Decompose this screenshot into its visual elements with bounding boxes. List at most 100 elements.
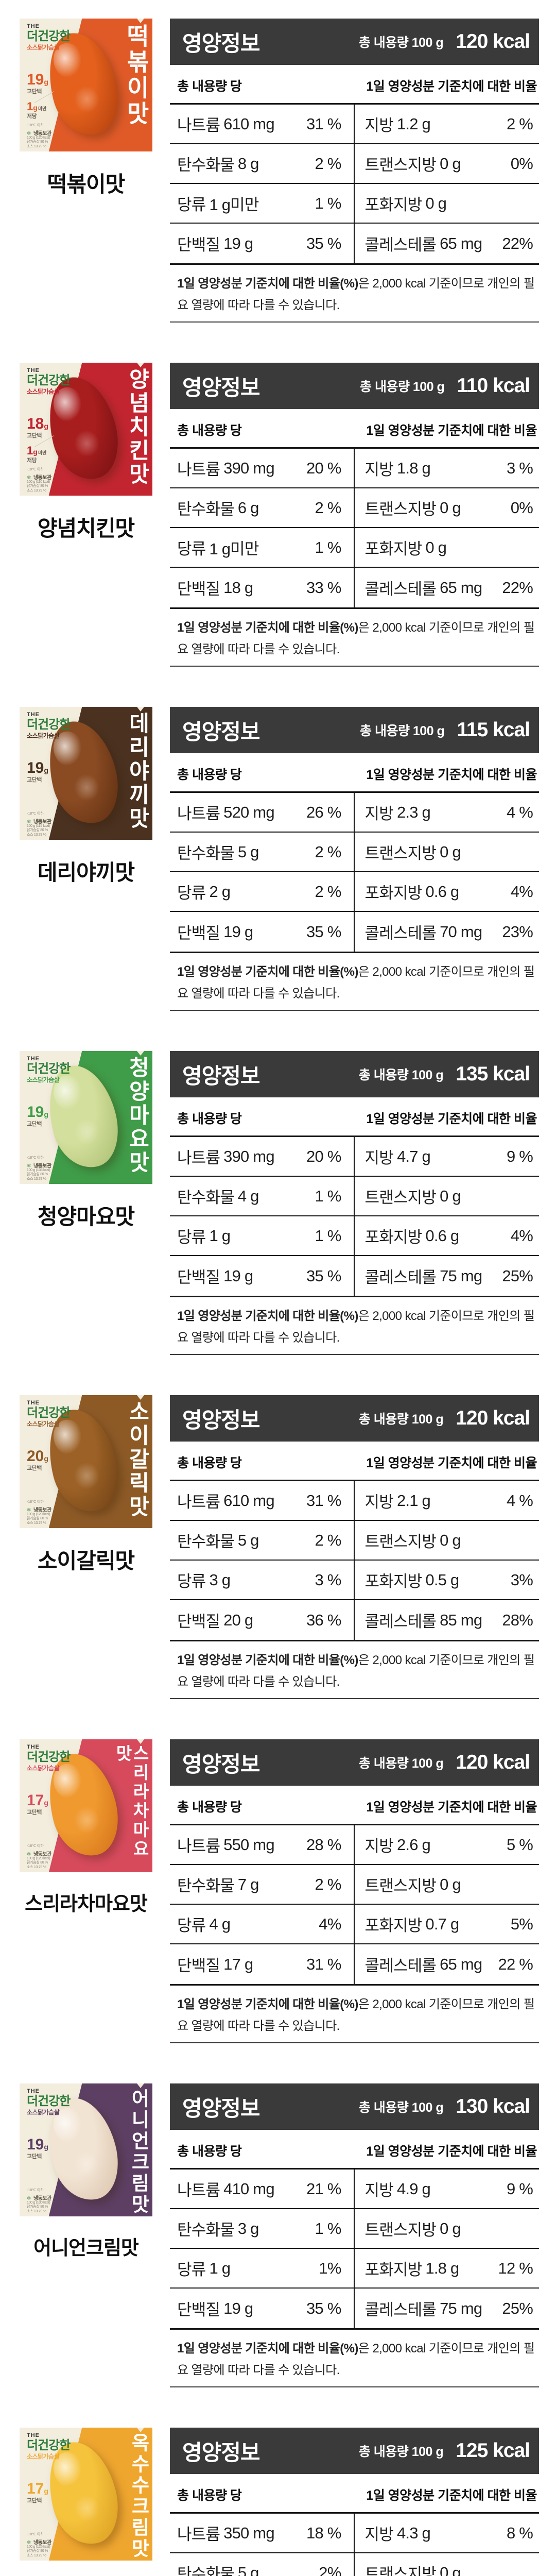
nutrition-header: 영양정보 총 내용량 100 g 120 kcal: [170, 1395, 539, 1442]
nutrient-value: 4 g: [237, 1187, 259, 1205]
nutrition-header: 영양정보 총 내용량 100 g 135 kcal: [170, 1051, 539, 1097]
nutrition-footnote: 1일 영양성분 기준치에 대한 비율(%)은 2,000 kcal 기준이므로 …: [177, 277, 535, 312]
nutrient-value: 75 mg: [440, 2299, 482, 2317]
nutrient-name: 탄수화물: [177, 500, 235, 518]
brand-name: 더건강한: [27, 373, 71, 387]
fine-print-line: 소스 13.79 %: [27, 1521, 46, 1525]
nutrient-cell: 당류 2 g 2 %: [170, 872, 355, 911]
nutrient-daily-percent: 1 %: [315, 2219, 341, 2238]
flavor-label: 청양마요맛: [37, 1205, 135, 1229]
frozen-storage-badge: -18℃ 이하 ❄ 냉동보관: [27, 124, 51, 137]
package-notch: [137, 1395, 144, 1400]
brand-the: THE: [27, 2432, 40, 2438]
nutrient-value: 3 g: [209, 1570, 231, 1589]
nutrition-header: 영양정보 총 내용량 100 g 125 kcal: [170, 2428, 539, 2474]
nutrient-daily-percent: 4 %: [506, 1491, 533, 1510]
nutrient-cell: 지방 1.8 g 3 %: [355, 449, 540, 487]
nutrient-name: 지방: [364, 2181, 394, 2199]
nutrient-name: 당류: [177, 540, 206, 558]
nutrient-name: 지방: [364, 2526, 394, 2544]
nutrient-daily-percent: 2 %: [315, 1531, 341, 1549]
nutrient-daily-percent: 35 %: [306, 2299, 341, 2317]
nutrient-name: 트랜스지방: [364, 1877, 437, 1895]
package-flavor-vertical-text: 어니언크림맛: [128, 2089, 149, 2215]
frozen-storage-badge: -18℃ 이하 ❄ 냉동보관: [27, 1156, 51, 1170]
package-photo: THE 더건강한 소스닭가슴살 20g 고단백 -18℃ 이하 ❄ 냉동보관 1…: [20, 1395, 152, 1528]
kcal-value: 130 kcal: [456, 2095, 530, 2117]
nutrient-value: 1 g: [209, 2259, 231, 2277]
nutrition-table: 나트륨 390 mg 20 % 지방 4.7 g 9 % 탄수화물 4 g 1 % 트랜스지방 0 …: [170, 1136, 539, 1297]
high-protein-badge: 19g 고단백: [27, 759, 48, 783]
nutrient-cell: 단백질 19 g 35 %: [170, 224, 355, 263]
nutrient-value: 390 mg: [223, 1147, 274, 1165]
nutrient-cell: 콜레스테롤 85 mg 28%: [355, 1600, 540, 1640]
nutrient-cell: 단백질 19 g 35 %: [170, 1256, 355, 1296]
fine-print-line: 100 g (120 kcal): [27, 1857, 50, 1860]
nutrient-daily-percent: 20 %: [306, 459, 341, 477]
nutrient-value: 0 g: [425, 194, 447, 212]
nutrient-name: 트랜스지방: [364, 844, 437, 862]
brand-the: THE: [27, 23, 40, 29]
total-amount: 총 내용량 100 g: [358, 2100, 444, 2115]
nutrient-name: 포화지방: [364, 2261, 423, 2279]
nutrient-daily-percent: 9 %: [506, 2179, 533, 2198]
nutrient-cell: 트랜스지방 0 g: [355, 2553, 540, 2576]
nutrient-name: 포화지방: [364, 1917, 423, 1935]
package-flavor-vertical-text: 양념치킨맛: [126, 368, 150, 486]
nutrient-cell: 당류 1 g미만 1 %: [170, 184, 355, 223]
nutrient-cell: 지방 2.1 g 4 %: [355, 1481, 540, 1520]
snowflake-icon: ❄: [27, 131, 31, 137]
nutrition-title: 영양정보: [182, 2096, 260, 2121]
brand-subtitle: 소스닭가슴살: [27, 2108, 60, 2116]
nutrient-daily-percent: 1%: [319, 2259, 341, 2277]
nutrient-value: 19 g: [223, 922, 253, 941]
package-notch: [137, 2428, 144, 2432]
nutrient-cell: 지방 4.3 g 8 %: [355, 2514, 540, 2552]
nutrient-value: 610 mg: [223, 1491, 274, 1510]
nutrient-cell: 콜레스테롤 75 mg 25%: [355, 1256, 540, 1296]
nutrient-cell: 탄수화물 5 g 2 %: [170, 1521, 355, 1560]
flavor-label: 소이갈릭맛: [37, 1549, 135, 1573]
product-section: THE 더건강한 소스닭가슴살 17g 고단백 -18℃ 이하 ❄ 냉동보관 1…: [0, 1721, 556, 2065]
fine-print-line: 소스 13.79 %: [27, 1177, 46, 1181]
nutrient-value: 4.7 g: [396, 1147, 431, 1165]
nutrient-name: 포화지방: [364, 884, 423, 902]
nutrient-name: 단백질: [177, 1957, 220, 1975]
package-fine-print: 100 g (120 kcal) 닭가슴살 80 % 소스 13.79 %: [27, 136, 50, 149]
nutrient-cell: 포화지방 0.6 g 4%: [355, 872, 540, 911]
nutrient-name: 트랜스지방: [364, 156, 437, 174]
high-protein-badge: 19g 고단백: [27, 1104, 48, 1127]
nutrient-name: 콜레스테롤: [364, 2301, 437, 2319]
frozen-storage-badge: -18℃ 이하 ❄ 냉동보관: [27, 2189, 51, 2202]
nutrient-value: 350 mg: [223, 2523, 274, 2542]
product-column: THE 더건강한 소스닭가슴살 19g 고단백 -18℃ 이하 ❄ 냉동보관 1…: [20, 707, 152, 885]
total-amount: 총 내용량 100 g: [358, 1412, 444, 1427]
product-column: THE 더건강한 소스닭가슴살 17g 고단백 -18℃ 이하 ❄ 냉동보관 1…: [20, 1739, 152, 1915]
package-fine-print: 100 g (135 kcal) 닭가슴살 80 % 소스 13.79 %: [27, 1168, 50, 1181]
package-photo: THE 더건강한 소스닭가슴살 19g 고단백 1g미만 저당 -18℃ 이하 …: [20, 19, 152, 151]
nutrient-name: 나트륨: [177, 116, 220, 134]
nutrition-row: 탄수화물 7 g 2 % 트랜스지방 0 g: [170, 1865, 539, 1905]
nutrient-value: 0.7 g: [425, 1914, 459, 1933]
nutrient-value: 5 g: [237, 842, 259, 861]
brand-subtitle: 소스닭가슴살: [27, 1420, 60, 1428]
nutrient-cell: 트랜스지방 0 g: [355, 833, 540, 871]
nutrient-daily-percent: 2 %: [315, 154, 341, 173]
nutrient-name: 지방: [364, 116, 394, 134]
nutrition-row: 당류 2 g 2 % 포화지방 0.6 g 4%: [170, 872, 539, 912]
nutrient-name: 탄수화물: [177, 156, 235, 174]
flavor-label: 어니언크림맛: [33, 2238, 139, 2259]
product-column: THE 더건강한 소스닭가슴살 18g 고단백 1g미만 저당 -18℃ 이하 …: [20, 363, 152, 540]
nutrient-daily-percent: 1 %: [315, 1226, 341, 1245]
fine-print-line: 닭가슴살 80 %: [27, 1517, 48, 1521]
nutrient-value: 19 g: [223, 234, 253, 252]
nutrition-panel: 영양정보 총 내용량 100 g 130 kcal 총 내용량 당 1일 영양성…: [170, 2083, 539, 2387]
nutrient-name: 단백질: [177, 580, 220, 598]
package-photo: THE 더건강한 소스닭가슴살 17g 고단백 -18℃ 이하 ❄ 냉동보관 1…: [20, 1739, 152, 1872]
nutrition-row: 탄수화물 6 g 2 % 트랜스지방 0 g 0%: [170, 488, 539, 528]
nutrition-footnote: 1일 영양성분 기준치에 대한 비율(%)은 2,000 kcal 기준이므로 …: [177, 1653, 535, 1689]
nutrition-row: 나트륨 520 mg 26 % 지방 2.3 g 4 %: [170, 793, 539, 833]
